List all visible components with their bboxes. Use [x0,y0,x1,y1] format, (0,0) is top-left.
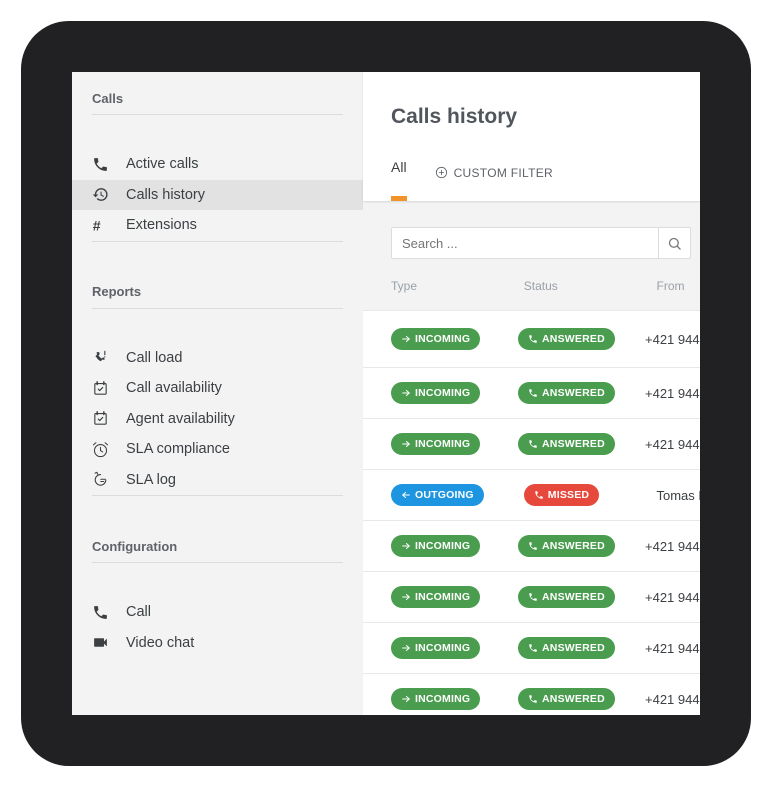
svg-text:#: # [93,218,101,234]
